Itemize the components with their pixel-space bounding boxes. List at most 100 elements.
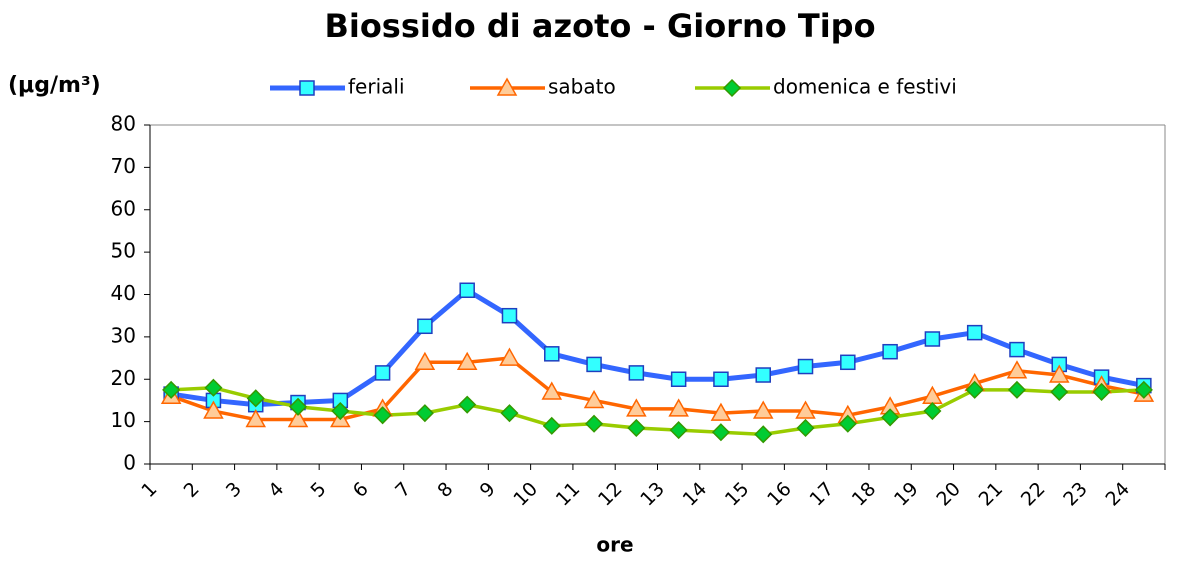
x-tick-label: 9 [476,478,500,502]
y-tick-label: 20 [111,366,136,390]
x-tick-label: 21 [975,478,1008,511]
marker [415,404,434,423]
marker [795,400,816,419]
marker [542,416,561,435]
x-tick-label: 6 [349,478,373,502]
legend-label: feriali [348,75,405,99]
marker [713,371,729,387]
marker [627,418,646,438]
y-tick-label: 50 [111,239,136,263]
y-tick-label: 70 [111,154,136,178]
marker [374,365,391,381]
x-tick-label: 4 [264,478,288,502]
x-tick-label: 12 [594,478,627,511]
legend-label: sabato [548,75,616,99]
marker [966,324,983,341]
x-tick-label: 15 [721,478,754,511]
marker [923,401,942,421]
x-tick-label: 18 [848,478,881,511]
marker [881,408,900,427]
marker [544,346,560,362]
x-tick-label: 23 [1059,478,1092,511]
legend-label: domenica e festivi [773,75,957,99]
marker [501,307,518,324]
marker [499,347,520,366]
y-tick-label: 0 [123,451,136,475]
marker [1134,380,1153,399]
series-line [170,287,1145,408]
legend-marker [496,77,518,96]
x-tick-label: 1 [137,478,161,502]
x-tick-label: 16 [763,478,796,511]
x-tick-label: 11 [552,478,585,511]
marker [838,414,857,433]
marker [288,397,308,416]
legend-marker [299,80,315,96]
x-tick-label: 8 [433,478,457,502]
marker [203,400,224,419]
marker [245,408,267,428]
x-tick-label: 22 [1017,478,1050,511]
x-tick-label: 14 [679,478,712,511]
marker [1048,364,1070,383]
marker [583,389,605,409]
y-tick-label: 10 [111,408,136,432]
marker [882,343,898,360]
x-tick-label: 17 [805,478,838,511]
x-tick-label: 20 [932,478,965,511]
marker [541,381,563,400]
marker [500,404,519,423]
marker [414,351,436,371]
marker [586,356,602,373]
marker [373,406,392,425]
marker [628,365,645,381]
x-tick-label: 24 [1101,478,1134,511]
marker [669,421,688,440]
marker [585,414,604,433]
x-tick-label: 3 [222,478,246,502]
x-axis-label: ore [596,533,633,557]
marker [797,358,814,375]
x-tick-label: 19 [890,478,923,511]
series-line [171,385,1144,437]
marker [204,378,223,397]
marker [755,367,771,383]
marker [670,371,687,387]
marker [1009,341,1025,358]
marker [668,398,689,417]
marker [287,408,309,428]
marker [458,395,477,414]
marker [626,398,647,417]
y-tick-label: 40 [111,281,136,305]
marker [796,418,815,438]
x-tick-label: 7 [391,478,415,502]
marker [965,380,984,399]
series-line [170,356,1145,422]
y-tick-label: 60 [111,196,136,220]
x-tick-label: 10 [509,478,542,511]
marker [1050,382,1069,402]
marker [417,318,433,335]
marker [711,423,730,442]
marker [459,282,475,299]
y-tick-label: 30 [111,323,136,347]
legend-marker [722,78,742,98]
marker [246,389,265,408]
marker [1007,380,1027,399]
marker [456,351,478,371]
chart-title: Biossido di azoto - Giorno Tipo [324,7,875,45]
x-tick-label: 5 [306,478,330,502]
marker [162,380,181,399]
y-axis-label: (μg/m³) [8,73,101,98]
marker [924,331,941,347]
marker [1092,382,1111,402]
marker [1006,360,1028,379]
marker [710,402,732,421]
x-tick-label: 2 [180,478,204,502]
marker [754,425,773,444]
marker [752,400,774,419]
x-tick-label: 13 [636,478,669,511]
marker [331,401,350,421]
y-tick-label: 80 [111,112,136,136]
